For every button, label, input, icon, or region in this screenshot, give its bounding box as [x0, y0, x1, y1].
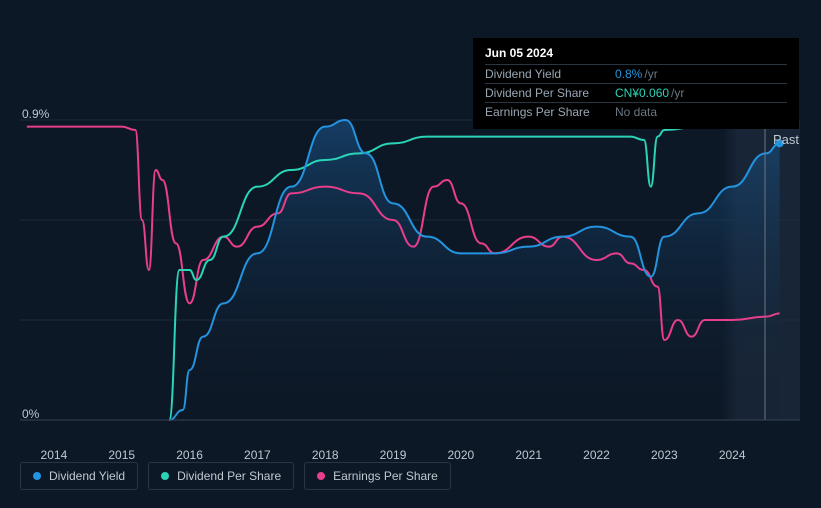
legend-dot-icon [161, 472, 169, 480]
x-axis-tick: 2019 [380, 448, 407, 462]
legend-item-earnings-per-share[interactable]: Earnings Per Share [304, 462, 451, 490]
tooltip-row-label: Dividend Per Share [485, 86, 615, 100]
tooltip-row-value: CN¥0.060 [615, 86, 669, 100]
x-axis-tick: 2021 [515, 448, 542, 462]
chart-tooltip: Jun 05 2024 Dividend Yield 0.8%/yr Divid… [473, 38, 799, 129]
tooltip-date: Jun 05 2024 [485, 46, 787, 60]
x-axis-tick: 2018 [312, 448, 339, 462]
tooltip-row-label: Dividend Yield [485, 67, 615, 81]
legend-item-dividend-per-share[interactable]: Dividend Per Share [148, 462, 294, 490]
legend-label: Dividend Per Share [177, 469, 281, 483]
x-axis-tick: 2014 [41, 448, 68, 462]
x-axis-tick: 2024 [719, 448, 746, 462]
tooltip-row-suffix: /yr [644, 67, 657, 81]
x-axis-tick: 2020 [448, 448, 475, 462]
legend-dot-icon [33, 472, 41, 480]
past-label: Past [773, 132, 799, 147]
x-axis-tick: 2015 [108, 448, 135, 462]
y-axis-label-top: 0.9% [22, 107, 49, 121]
x-axis-tick: 2022 [583, 448, 610, 462]
x-axis-tick: 2016 [176, 448, 203, 462]
legend-label: Dividend Yield [49, 469, 125, 483]
tooltip-row-suffix: /yr [671, 86, 684, 100]
y-axis-label-bottom: 0% [22, 407, 39, 421]
dividend-chart: Jun 05 2024 Dividend Yield 0.8%/yr Divid… [0, 0, 821, 508]
x-axis-tick: 2023 [651, 448, 678, 462]
tooltip-row-label: Earnings Per Share [485, 105, 615, 119]
legend-dot-icon [317, 472, 325, 480]
tooltip-row-value: 0.8% [615, 67, 642, 81]
tooltip-row-value: No data [615, 105, 657, 119]
legend-label: Earnings Per Share [333, 469, 438, 483]
legend: Dividend Yield Dividend Per Share Earnin… [20, 462, 451, 490]
legend-item-dividend-yield[interactable]: Dividend Yield [20, 462, 138, 490]
x-axis-tick: 2017 [244, 448, 271, 462]
